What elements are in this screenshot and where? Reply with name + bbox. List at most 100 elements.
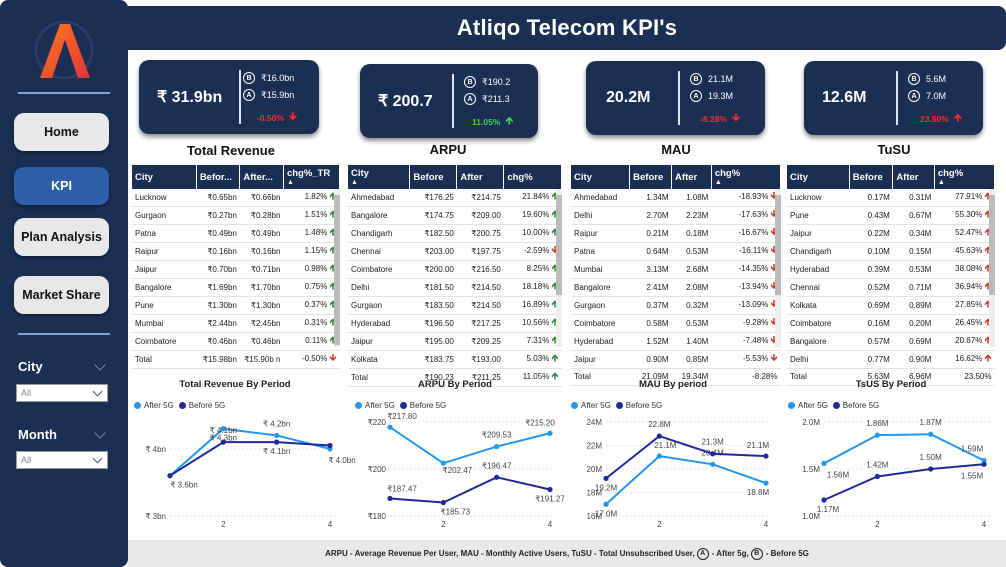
kpi-before-value: 21.1M xyxy=(708,74,734,84)
arrow-down-icon: 🡻 xyxy=(770,281,778,292)
legend-before-label: Before 5G xyxy=(409,401,447,410)
table-header-cell[interactable]: City ▲ xyxy=(348,165,411,189)
table-row: Bangalore ₹1.69bn ₹1.70bn 0.75% 🡹 xyxy=(132,278,340,297)
table-header-cell[interactable]: After... xyxy=(239,165,284,189)
before-5g-point xyxy=(440,499,446,506)
sidebar-divider xyxy=(18,333,110,335)
table-cell: 2.41M xyxy=(629,278,672,297)
table-scrollbar-thumb[interactable] xyxy=(989,195,995,295)
table-header-cell[interactable]: Before xyxy=(409,165,458,189)
nav-market-share-button[interactable]: Market Share xyxy=(14,276,109,314)
arrow-up-icon: 🡹 xyxy=(984,281,992,292)
table-scrollbar-thumb[interactable] xyxy=(334,195,340,345)
table-total-cell: 11.05% 🡹 xyxy=(503,368,562,387)
table-header-cell[interactable]: After xyxy=(671,165,712,189)
table-cell: ₹176.25 xyxy=(409,189,457,207)
arrow-down-icon: 🡻 xyxy=(770,335,778,346)
table-row: Delhi ₹181.50 ₹214.50 18.18% 🡹 xyxy=(348,278,562,297)
legend-after-dot xyxy=(134,402,141,409)
table-cell: 3.13M xyxy=(629,260,672,279)
arrow-up-icon: 🡹 xyxy=(329,191,337,202)
table-header-cell[interactable]: chg% ▲ xyxy=(934,165,996,189)
table-header-cell[interactable]: Before xyxy=(849,165,894,189)
nav-plan-analysis-button[interactable]: Plan Analysis xyxy=(14,218,109,256)
table-cell: 20.67% 🡹 xyxy=(934,332,995,351)
sort-icon[interactable]: ▲ xyxy=(351,179,358,186)
table-total-cell: 21.09M xyxy=(629,368,672,386)
table-cell: ₹1.69bn xyxy=(196,278,240,297)
month-filter-collapse-icon[interactable] xyxy=(94,427,106,439)
kpi-card-mau: 20.2M B 21.1M A 19.3M -8.28% 🡻 xyxy=(586,61,765,135)
table-header-cell[interactable]: chg%_TR ▲ xyxy=(283,165,341,189)
table-header-cell[interactable]: chg% xyxy=(503,165,562,189)
arrow-down-icon: 🡻 xyxy=(731,112,740,124)
arrow-up-icon: 🡹 xyxy=(329,245,337,256)
sort-icon[interactable]: ▲ xyxy=(714,179,722,186)
table-scrollbar-thumb[interactable] xyxy=(556,195,562,295)
table-cell: 0.98% 🡹 xyxy=(283,260,340,279)
table-header-cell[interactable]: chg% ▲ xyxy=(711,165,782,189)
month-filter-dropdown[interactable]: All xyxy=(16,451,108,469)
table-cell: 0.31M xyxy=(892,189,935,207)
sort-icon[interactable]: ▲ xyxy=(937,179,945,186)
table-cell: ₹209.25 xyxy=(456,332,504,351)
after-5g-point xyxy=(874,432,880,438)
table-header-cell[interactable]: Before xyxy=(629,165,673,189)
data-label: ₹ 3.6bn xyxy=(170,481,197,490)
city-filter-dropdown[interactable]: All xyxy=(16,384,108,402)
table-cell: 0.52M xyxy=(849,278,893,297)
table-cell: ₹0.49bn xyxy=(196,224,240,243)
data-label: ₹191.27 xyxy=(535,495,565,504)
kpi-change-value: -0.50% xyxy=(257,112,284,123)
table-cell: 0.90M xyxy=(892,350,935,369)
table-cell: ₹0.66bn xyxy=(239,189,284,207)
table-header-cell[interactable]: City xyxy=(132,165,197,189)
table-cell: 26.45% 🡹 xyxy=(934,314,995,333)
table-cell: 0.17M xyxy=(849,189,893,207)
table-cell: 1.34M xyxy=(629,189,672,207)
table-cell: 7.31% 🡹 xyxy=(503,332,562,351)
table-row: Kolkata 0.69M 0.89M 27.85% 🡹 xyxy=(787,296,995,315)
nav-home-button[interactable]: Home xyxy=(14,113,109,151)
table-header-cell[interactable]: After xyxy=(456,165,505,189)
nav-kpi-button[interactable]: KPI xyxy=(14,167,109,205)
table-row: Mumbai 3.13M 2.68M -14.35% 🡻 xyxy=(571,260,781,279)
table-total-cell: ₹211.25 xyxy=(456,368,504,387)
table-row: Chandigarh 0.10M 0.15M 45.63% 🡹 xyxy=(787,242,995,261)
table-cell: 2.08M xyxy=(671,278,712,297)
arrow-up-icon: 🡹 xyxy=(551,299,559,310)
arrow-up-icon: 🡹 xyxy=(984,299,992,310)
arrow-up-icon: 🡹 xyxy=(329,209,337,220)
table-cell: 55.30% 🡹 xyxy=(934,206,995,225)
table-cell: 0.64M xyxy=(629,242,672,261)
after-5g-line xyxy=(823,433,985,465)
table-row: Raipur 0.21M 0.18M -16.67% 🡻 xyxy=(571,224,781,243)
chart-legend: After 5G Before 5G xyxy=(355,401,446,410)
table-cell: 0.58M xyxy=(629,314,672,333)
table-scrollbar-thumb[interactable] xyxy=(775,195,781,295)
table-header-cell[interactable]: After xyxy=(892,165,935,189)
table-total-cell: Total xyxy=(348,368,410,387)
table-cell: ₹216.50 xyxy=(456,260,504,279)
arrow-down-icon: 🡻 xyxy=(770,227,778,238)
arrow-up-icon: 🡹 xyxy=(984,191,992,202)
table-cell: Ahmedabad xyxy=(571,189,630,207)
table-cell: 38.08% 🡹 xyxy=(934,260,995,279)
table-cell: 27.85% 🡹 xyxy=(934,296,995,315)
table-header-cell[interactable]: Befor... xyxy=(196,165,241,189)
table-cell: ₹214.50 xyxy=(456,278,504,297)
sort-icon[interactable]: ▲ xyxy=(286,179,294,186)
table-cell: 2.70M xyxy=(629,206,672,225)
city-filter-collapse-icon[interactable] xyxy=(94,359,106,371)
table-row: Coimbatore 0.58M 0.53M -9.28% 🡻 xyxy=(571,314,781,333)
table-header-cell[interactable]: City xyxy=(571,165,631,189)
x-tick-label: 4 xyxy=(548,520,553,529)
kpi-after-line: A 19.3M xyxy=(690,90,733,102)
table-cell: ₹181.50 xyxy=(409,278,457,297)
revenue-city-table: City Befor... After... chg%_TR ▲ Lucknow ₹0.65… xyxy=(132,165,341,369)
table-cell: 0.89M xyxy=(892,296,935,315)
table-header-cell[interactable]: City xyxy=(787,165,850,189)
arrow-down-icon: 🡻 xyxy=(770,353,778,364)
table-cell: Hyderabad xyxy=(787,260,850,279)
kpi-after-line: A ₹15.9bn xyxy=(243,89,294,101)
